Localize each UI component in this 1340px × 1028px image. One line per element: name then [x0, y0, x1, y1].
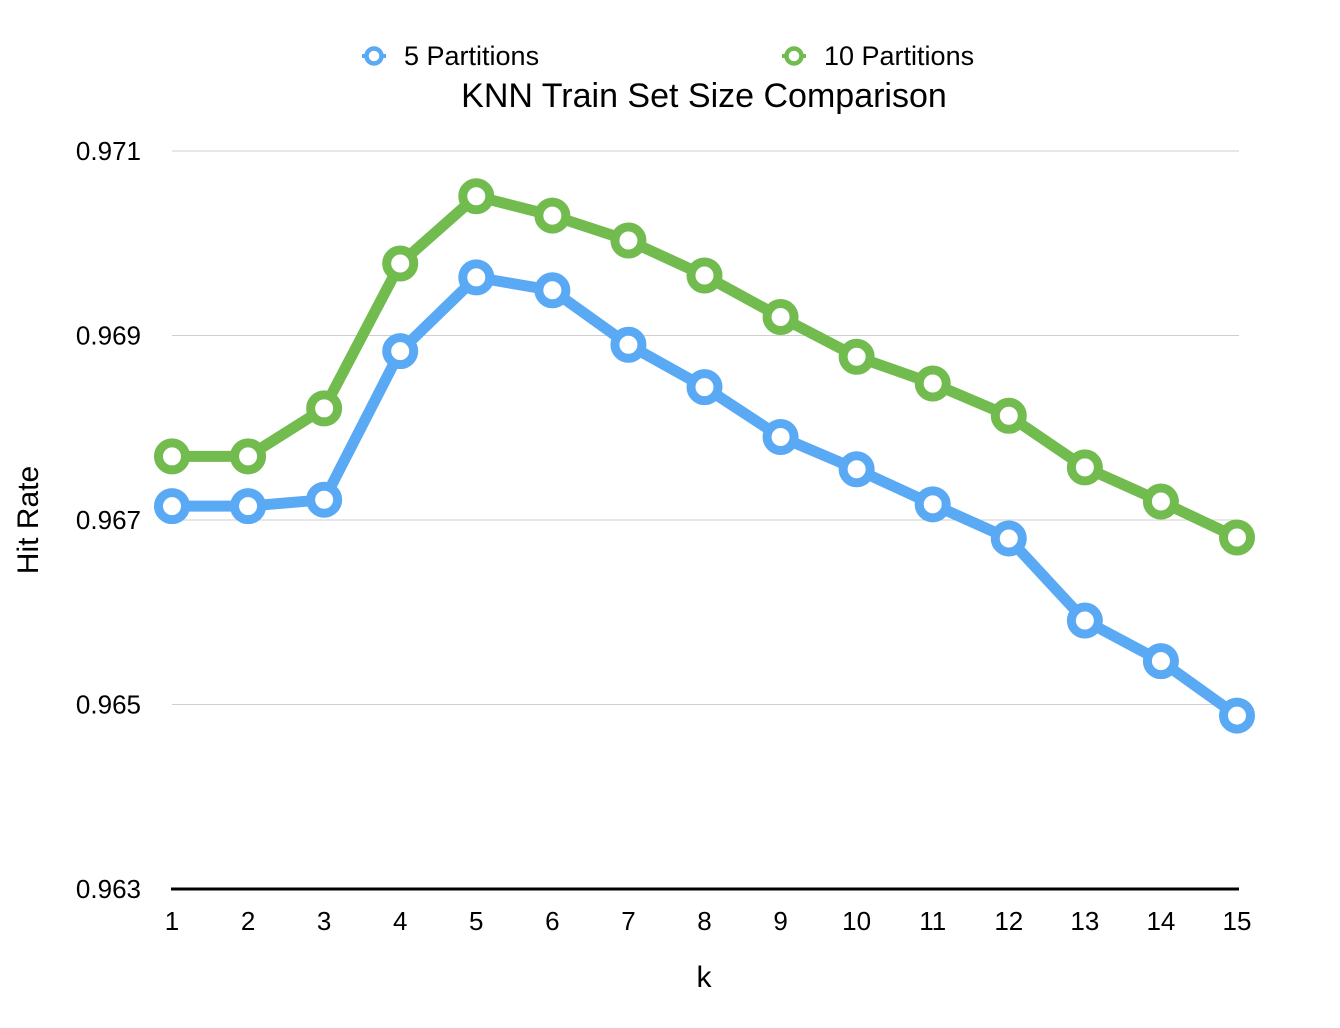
series-2 — [154, 178, 1255, 556]
data-point — [1066, 602, 1103, 639]
x-tick-label: 9 — [773, 906, 787, 936]
x-tick-label: 7 — [621, 906, 635, 936]
data-point — [306, 481, 343, 518]
y-tick-label: 0.965 — [76, 690, 141, 720]
data-point — [458, 178, 495, 215]
legend-label: 5 Partitions — [404, 41, 539, 71]
y-axis-ticks: 0.963 0.965 0.967 0.969 0.971 — [76, 136, 141, 904]
x-tick-label: 10 — [842, 906, 871, 936]
y-tick-label: 0.963 — [76, 874, 141, 904]
x-axis-ticks: 1 2 3 4 5 6 7 8 9 10 11 12 13 14 15 — [165, 906, 1252, 936]
data-point — [154, 488, 190, 525]
data-point — [154, 438, 190, 475]
legend-marker — [364, 46, 384, 66]
legend-label: 10 Partitions — [824, 41, 974, 71]
data-point — [458, 259, 495, 296]
data-point — [230, 438, 267, 475]
data-point — [1066, 449, 1103, 486]
data-point — [686, 369, 723, 406]
legend: 5 Partitions 10 Partitions — [362, 41, 974, 71]
data-point — [1219, 697, 1255, 734]
legend-item: 5 Partitions — [362, 41, 539, 71]
series-1 — [154, 259, 1255, 734]
x-tick-label: 8 — [697, 906, 711, 936]
x-tick-label: 4 — [393, 906, 407, 936]
data-point — [914, 486, 951, 523]
y-tick-label: 0.971 — [76, 136, 141, 166]
x-tick-label: 2 — [241, 906, 255, 936]
data-point — [838, 338, 875, 375]
legend-item: 10 Partitions — [782, 41, 974, 71]
data-point — [534, 197, 571, 234]
x-tick-label: 12 — [994, 906, 1023, 936]
data-point — [990, 397, 1027, 434]
x-tick-label: 3 — [317, 906, 331, 936]
x-tick-label: 5 — [469, 906, 483, 936]
y-tick-label: 0.967 — [76, 505, 141, 535]
data-point — [610, 326, 647, 363]
data-point — [534, 272, 571, 309]
x-tick-label: 6 — [545, 906, 559, 936]
series-layer — [154, 178, 1255, 734]
data-point — [610, 222, 647, 259]
legend-marker — [784, 46, 804, 66]
x-tick-label: 14 — [1146, 906, 1175, 936]
data-point — [230, 488, 267, 525]
x-tick-label: 1 — [165, 906, 179, 936]
data-point — [382, 333, 419, 370]
y-axis-label: Hit Rate — [12, 466, 45, 574]
x-tick-label: 15 — [1223, 906, 1252, 936]
data-point — [1142, 483, 1179, 520]
data-point — [306, 390, 343, 427]
x-axis-label: k — [697, 961, 713, 994]
data-point — [382, 245, 419, 282]
data-point — [990, 520, 1027, 557]
data-point — [914, 365, 951, 402]
data-point — [686, 257, 723, 294]
data-point — [762, 299, 799, 336]
x-tick-label: 11 — [919, 906, 946, 936]
data-point — [1219, 519, 1255, 556]
y-tick-label: 0.969 — [76, 321, 141, 351]
data-point — [1142, 643, 1179, 680]
data-point — [762, 418, 799, 455]
gridlines — [172, 150, 1239, 705]
data-point — [838, 451, 875, 488]
x-tick-label: 13 — [1070, 906, 1099, 936]
chart-title: KNN Train Set Size Comparison — [461, 77, 947, 115]
